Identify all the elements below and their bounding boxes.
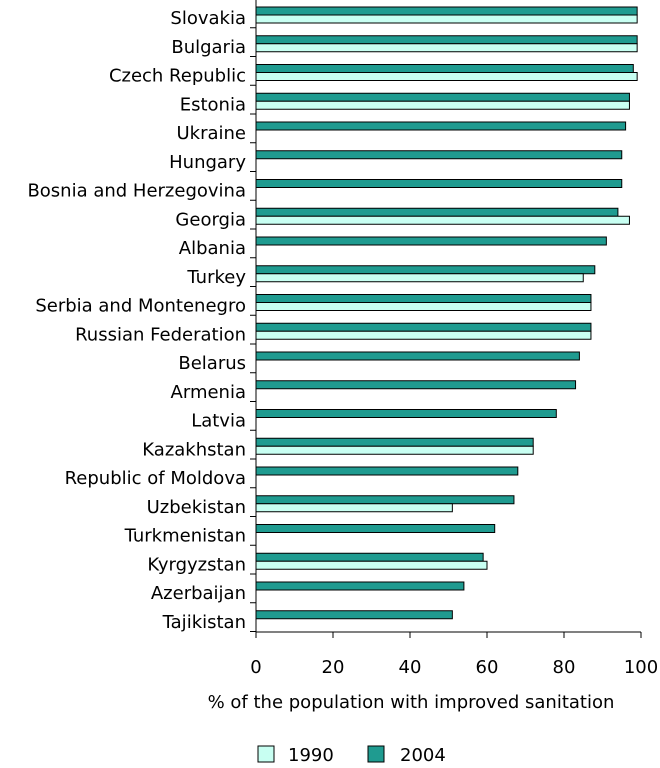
x-tick-label: 60 — [476, 657, 499, 678]
category-label-armenia: Armenia — [171, 382, 246, 403]
category-label-russian-federation: Russian Federation — [75, 324, 246, 345]
bar-1990-georgia — [255, 215, 630, 225]
category-label-kyrgyzstan: Kyrgyzstan — [147, 554, 246, 575]
bar-2004-kyrgyzstan — [255, 552, 484, 562]
legend: 1990 2004 — [257, 745, 446, 766]
x-tick-label: 100 — [624, 657, 658, 678]
category-label-tajikistan: Tajikistan — [162, 612, 246, 633]
bar-2004-czech-republic — [255, 64, 634, 73]
bar-1990-russian-federation — [255, 330, 592, 340]
bar-2004-azerbaijan — [255, 581, 465, 591]
bar-2004-estonia — [255, 92, 630, 102]
bars-group — [255, 6, 638, 620]
bar-2004-kazakhstan — [255, 437, 534, 447]
x-axis-title: % of the population with improved sanita… — [208, 692, 615, 713]
bar-2004-bulgaria — [255, 35, 638, 45]
category-label-hungary: Hungary — [169, 152, 246, 173]
bar-2004-turkmenistan — [255, 524, 496, 533]
bar-1990-turkey — [255, 273, 584, 283]
bar-1990-kyrgyzstan — [255, 560, 488, 570]
x-ticks: 0 20 40 60 80 100 — [250, 632, 658, 678]
bar-2004-armenia — [255, 380, 577, 390]
bar-2004-hungary — [255, 150, 623, 160]
legend-swatch-2004 — [367, 745, 385, 763]
category-label-serbia-and-montenegro: Serbia and Montenegro — [35, 296, 246, 317]
category-label-ukraine: Ukraine — [176, 123, 246, 144]
bar-2004-republic-of-moldova — [255, 466, 519, 476]
bar-1990-uzbekistan — [255, 503, 453, 513]
category-label-bosnia-and-herzegovina: Bosnia and Herzegovina — [27, 181, 246, 202]
bar-2004-tajikistan — [255, 610, 453, 620]
bar-1990-slovakia — [255, 14, 638, 24]
bar-1990-kazakhstan — [255, 445, 534, 455]
category-label-azerbaijan: Azerbaijan — [151, 583, 246, 604]
category-label-bulgaria: Bulgaria — [171, 37, 246, 58]
category-label-czech-republic: Czech Republic — [109, 66, 246, 87]
bar-2004-uzbekistan — [255, 495, 515, 505]
x-tick-label: 80 — [553, 657, 576, 678]
category-labels: Slovakia Bulgaria Czech Republic Estonia Ukr… — [27, 8, 246, 633]
bar-2004-albania — [255, 236, 607, 246]
bar-2004-ukraine — [255, 121, 627, 131]
x-tick-label: 40 — [399, 657, 422, 678]
category-label-slovakia: Slovakia — [170, 8, 246, 29]
bar-2004-russian-federation — [255, 322, 592, 332]
bar-1990-estonia — [255, 100, 630, 110]
bar-1990-bulgaria — [255, 43, 638, 53]
bar-2004-turkey — [255, 265, 596, 275]
bar-2004-bosnia-and-herzegovina — [255, 179, 623, 188]
bar-1990-serbia-and-montenegro — [255, 302, 592, 311]
category-label-kazakhstan: Kazakhstan — [142, 439, 246, 460]
category-label-albania: Albania — [179, 238, 246, 259]
category-label-estonia: Estonia — [180, 94, 246, 115]
category-label-latvia: Latvia — [191, 411, 246, 432]
x-tick-label: 20 — [322, 657, 345, 678]
x-tick-label: 0 — [250, 657, 261, 678]
bar-1990-czech-republic — [255, 72, 638, 81]
bar-2004-belarus — [255, 351, 580, 361]
legend-label-2004: 2004 — [400, 745, 446, 766]
bar-2004-serbia-and-montenegro — [255, 294, 592, 303]
category-label-georgia: Georgia — [175, 209, 246, 230]
category-label-republic-of-moldova: Republic of Moldova — [65, 468, 246, 489]
bar-2004-slovakia — [255, 6, 638, 16]
axes — [250, 0, 641, 633]
category-label-turkey: Turkey — [186, 267, 246, 288]
bar-2004-latvia — [255, 409, 557, 418]
bar-2004-georgia — [255, 207, 619, 217]
category-label-belarus: Belarus — [178, 353, 246, 374]
category-label-turkmenistan: Turkmenistan — [124, 526, 246, 547]
legend-label-1990: 1990 — [288, 745, 334, 766]
legend-swatch-1990 — [257, 745, 275, 763]
category-label-uzbekistan: Uzbekistan — [147, 497, 246, 518]
